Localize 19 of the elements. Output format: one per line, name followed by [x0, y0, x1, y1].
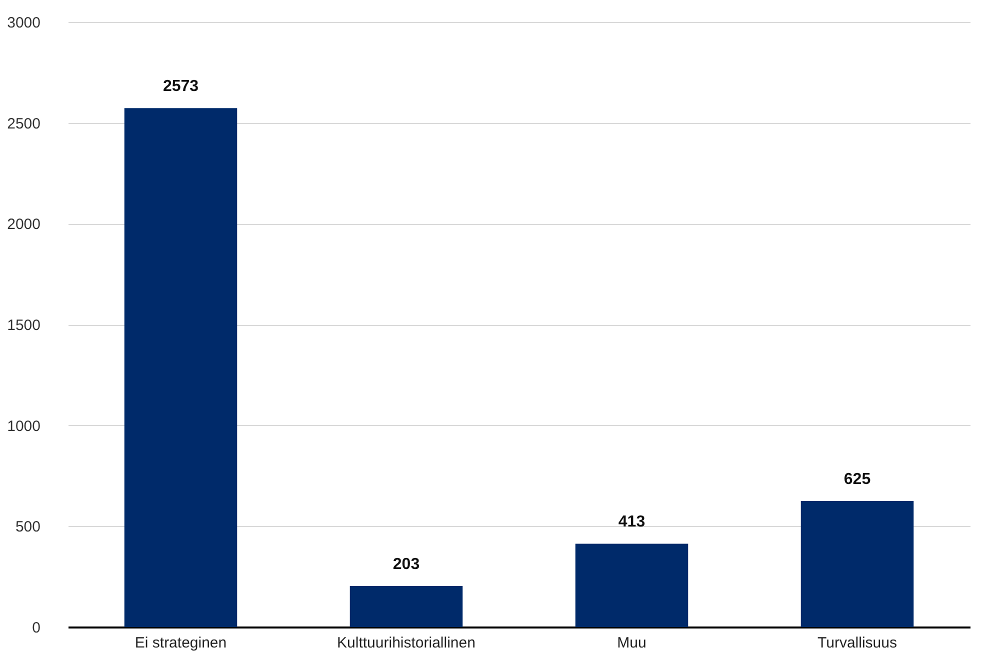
y-tick-label: 2000 — [7, 216, 40, 234]
x-tick-label: Ei strateginen — [134, 634, 227, 652]
x-tick-label: Turvallisuus — [818, 634, 897, 652]
data-label: 625 — [844, 470, 871, 488]
y-tick-label: 2500 — [7, 115, 40, 132]
bar — [124, 108, 238, 627]
bar — [350, 586, 463, 627]
data-label: 413 — [618, 514, 646, 531]
data-label: 2573 — [162, 78, 199, 96]
y-tick-label: 3000 — [7, 14, 40, 32]
y-tick-label: 500 — [15, 518, 40, 536]
y-tick-label: 1500 — [7, 317, 40, 334]
x-tick-label: Muu — [617, 634, 646, 652]
x-tick-label: Kulttuurihistoriallinen — [337, 634, 476, 652]
y-tick-label: 1000 — [7, 418, 40, 435]
y-tick-label: 0 — [32, 620, 40, 636]
bar — [575, 544, 688, 627]
data-label: 203 — [392, 556, 420, 574]
bar — [800, 500, 914, 627]
